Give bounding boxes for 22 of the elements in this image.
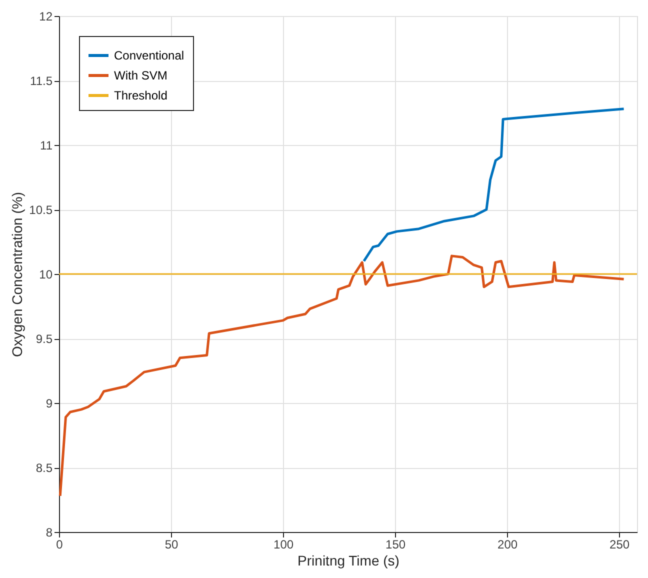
y-tick-label: 10 [39,268,53,282]
x-tick-label: 200 [498,538,518,552]
y-tick-label: 10.5 [29,203,53,217]
legend-label: With SVM [114,68,168,82]
x-axis-title: Prinitng Time (s) [298,552,400,568]
y-tick-label: 12 [39,10,53,24]
x-tick-label: 100 [274,538,294,552]
line-series [58,254,626,498]
y-tick-label: 11 [40,138,53,152]
y-tick-label: 11.5 [30,74,53,88]
y-tick-label: 9.5 [36,332,53,346]
line-series [362,108,626,262]
legend-label: Threshold [114,88,168,102]
y-axis-title: Oxygen Concentration (%) [9,192,26,357]
y-tick-label: 8.5 [36,461,53,475]
y-tick-label: 9 [46,396,53,410]
x-tick-label: 50 [164,538,179,552]
x-tick-label: 250 [610,538,630,552]
x-tick-label: 0 [56,538,64,552]
x-tick-label: 150 [386,538,406,552]
legend-label: Conventional [114,48,184,62]
y-tick-label: 8 [46,526,53,540]
